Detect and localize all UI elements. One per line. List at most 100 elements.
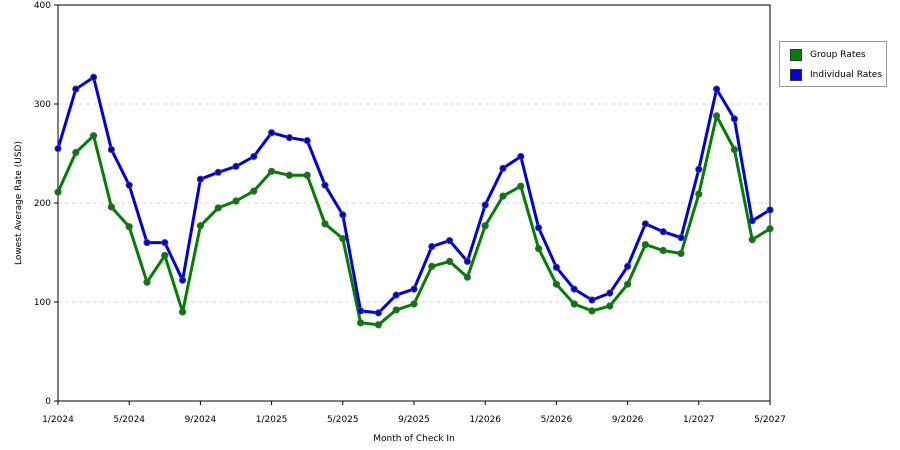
legend: Group Rates Individual Rates [779,41,887,87]
data-point-group-rates [72,148,80,157]
data-point-group-rates [179,308,187,316]
data-point-group-rates [677,249,685,258]
data-point-individual-rates [232,162,240,170]
x-tick-label: 5/2027 [754,415,786,425]
x-tick-label: 5/2024 [113,415,145,425]
x-tick-label: 5/2025 [327,415,359,425]
data-point-individual-rates [339,211,347,219]
data-point-individual-rates [303,137,311,145]
data-point-individual-rates [54,144,62,153]
data-point-group-rates [143,278,151,286]
data-point-group-rates [321,220,329,228]
data-point-individual-rates [143,239,151,247]
x-tick-label: 1/2026 [469,415,501,425]
legend-item-individual-rates: Individual Rates [790,68,882,82]
legend-label-group-rates: Group Rates [810,50,866,60]
data-point-individual-rates [445,237,454,245]
data-point-individual-rates [677,234,685,242]
data-point-individual-rates [695,165,703,173]
data-point-individual-rates [481,201,489,209]
data-point-group-rates [410,300,418,308]
data-point-individual-rates [267,129,276,137]
data-point-group-rates [250,187,258,195]
data-point-group-rates [428,262,436,270]
data-point-individual-rates [659,228,667,236]
data-point-individual-rates [766,206,774,214]
x-tick-label: 1/2025 [256,415,288,425]
data-point-group-rates [730,145,739,154]
data-point-group-rates [623,280,632,288]
y-tick-label: 100 [34,298,51,308]
data-point-group-rates [659,246,667,255]
legend-swatch-group-rates [790,49,802,61]
data-point-individual-rates [748,217,756,225]
x-axis-title: Month of Check In [373,434,455,444]
data-point-individual-rates [463,257,471,266]
x-tick-label: 1/2027 [683,415,715,425]
series-line-individual-rates [56,75,771,315]
data-point-individual-rates [392,291,400,299]
data-point-group-rates [712,112,721,120]
data-point-group-rates [695,190,703,198]
y-tick-label: 400 [34,1,51,11]
data-point-group-rates [267,167,276,175]
data-point-individual-rates [72,85,80,93]
series-line-group-rates [56,114,771,327]
data-point-individual-rates [623,262,632,270]
data-point-individual-rates [410,285,418,293]
data-point-individual-rates [730,115,739,123]
data-point-group-rates [766,225,774,233]
data-point-group-rates [356,319,365,327]
data-point-group-rates [606,302,614,310]
legend-label-individual-rates: Individual Rates [810,70,883,80]
data-point-individual-rates [499,164,507,172]
data-point-group-rates [339,235,347,243]
data-point-individual-rates [250,152,258,161]
data-point-group-rates [570,300,578,308]
data-point-individual-rates [196,175,204,183]
legend-swatch-individual-rates [790,69,802,81]
data-point-group-rates [285,171,293,179]
y-tick-label: 300 [34,100,51,110]
data-point-individual-rates [641,220,650,228]
data-point-individual-rates [517,152,525,161]
data-point-group-rates [232,197,240,205]
y-axis-title: Lowest Average Rate (USD) [14,141,24,265]
data-point-group-rates [196,222,204,230]
data-point-group-rates [125,223,133,231]
data-point-group-rates [303,171,311,179]
data-point-individual-rates [428,242,436,251]
data-point-group-rates [54,188,62,196]
data-point-group-rates [392,306,400,314]
data-point-group-rates [499,192,507,200]
data-point-group-rates [748,236,756,244]
data-point-individual-rates [125,181,133,189]
data-point-individual-rates [588,296,596,304]
data-point-group-rates [445,257,454,266]
data-point-group-rates [463,273,471,281]
y-tick-label: 0 [45,397,51,407]
data-point-individual-rates [285,134,293,142]
x-tick-label: 9/2024 [185,415,217,425]
data-point-group-rates [374,321,382,329]
data-point-individual-rates [90,73,98,81]
data-point-individual-rates [107,145,116,154]
legend-item-group-rates: Group Rates [790,48,866,62]
x-tick-label: 1/2024 [42,415,74,425]
data-point-individual-rates [374,309,382,317]
data-point-individual-rates [712,85,721,93]
data-point-individual-rates [552,263,561,271]
data-point-individual-rates [570,285,578,293]
data-point-group-rates [90,132,98,140]
data-point-group-rates [481,222,489,230]
data-point-individual-rates [161,239,169,247]
data-point-individual-rates [321,181,329,189]
y-tick-label: 200 [34,199,51,209]
data-point-group-rates [588,307,596,315]
data-point-group-rates [641,240,650,249]
x-tick-label: 9/2025 [398,415,430,425]
data-point-group-rates [214,204,222,212]
data-point-group-rates [517,182,525,190]
x-tick-label: 9/2026 [612,415,644,425]
data-point-group-rates [107,203,116,211]
